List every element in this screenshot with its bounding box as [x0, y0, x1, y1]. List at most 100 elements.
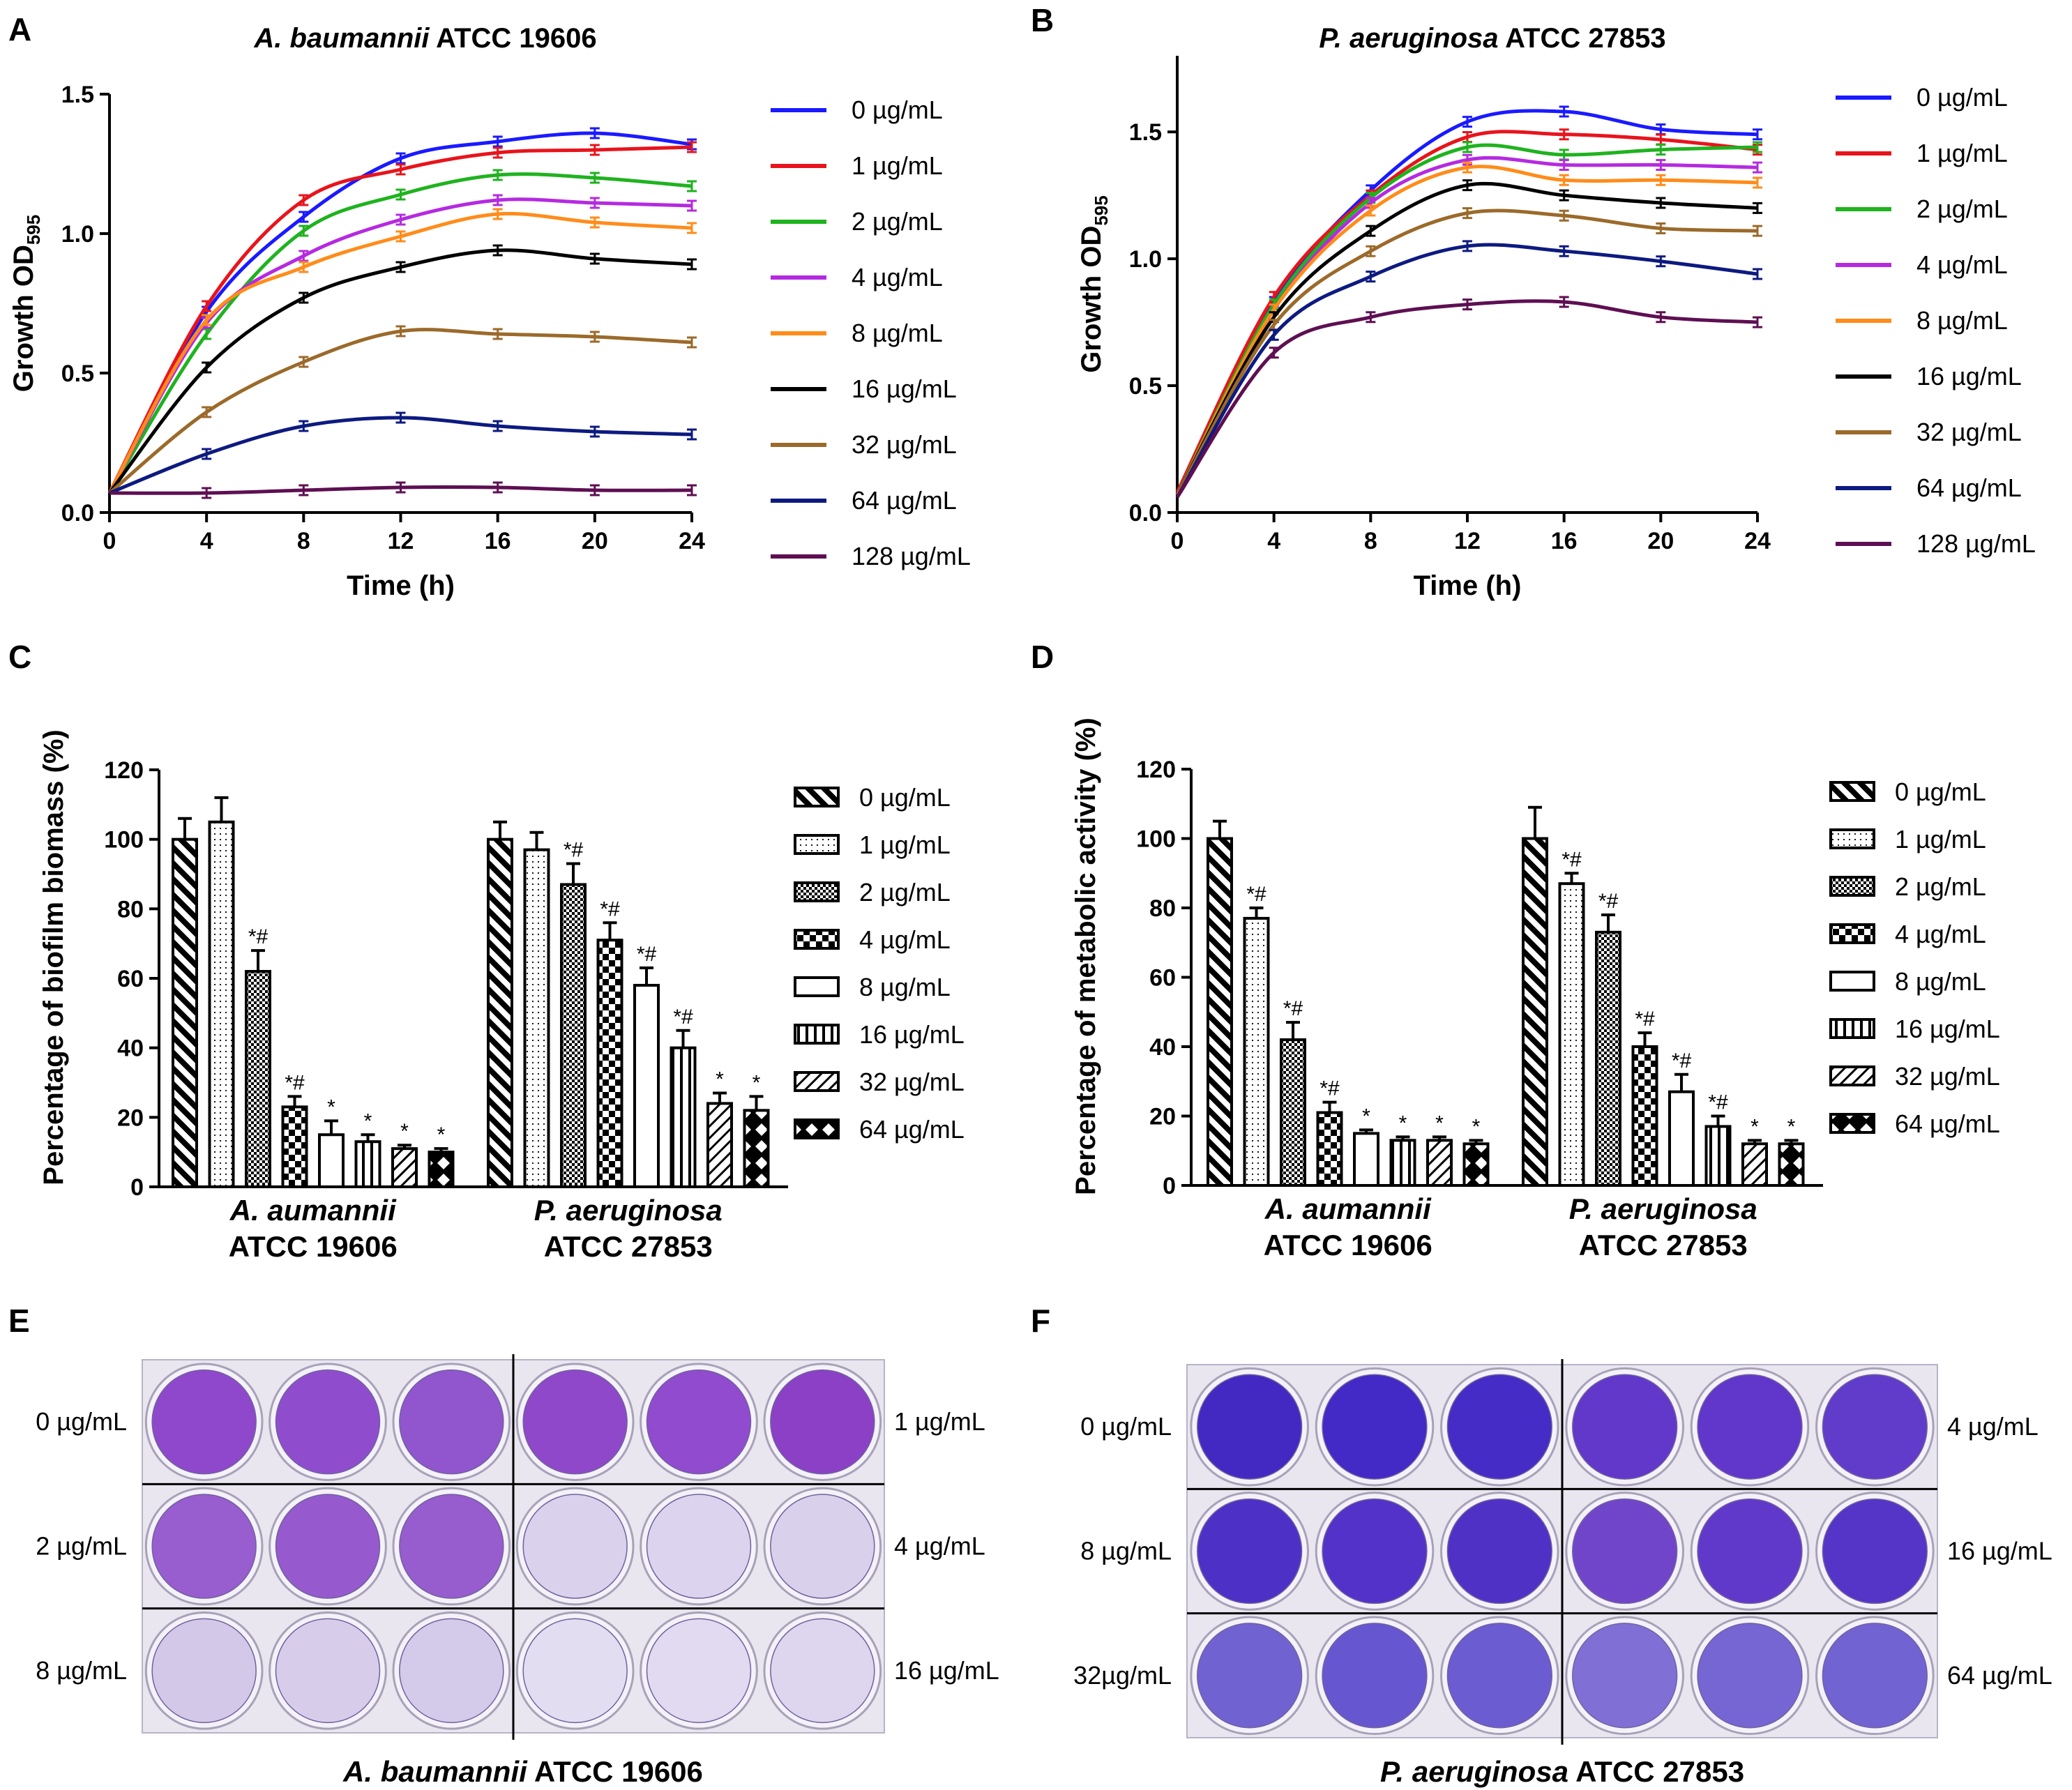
legend-label: 32 µg/mL — [1895, 1062, 2000, 1091]
error-bar — [493, 820, 507, 840]
error-bar — [589, 172, 600, 184]
significance-mark: * — [1399, 1112, 1407, 1135]
legend-label: 16 µg/mL — [852, 374, 957, 403]
significance-mark: *# — [673, 1006, 693, 1029]
significance-mark: *# — [285, 1071, 305, 1094]
well — [522, 1369, 628, 1475]
legend-swatch — [794, 976, 840, 997]
well — [1446, 1374, 1552, 1480]
bar — [391, 1147, 418, 1189]
significance-mark: * — [1787, 1115, 1796, 1138]
series-line-A-1 — [107, 145, 693, 494]
y-axis-title-D: Percentage of metabolic activity (%) — [1071, 718, 1101, 1195]
legend-label: 2 µg/mL — [859, 878, 951, 907]
well — [1572, 1498, 1678, 1605]
significance-mark: *# — [1635, 1008, 1655, 1031]
legend-label: 64 µg/mL — [1916, 473, 2022, 502]
series-line-B-7 — [1175, 243, 1758, 499]
y-tick-label: 60 — [117, 966, 144, 992]
plate-row-label-left: 2 µg/mL — [36, 1532, 127, 1561]
bar — [1558, 882, 1585, 1188]
plate-caption-F: P. aeruginosa ATCC 27853 — [1380, 1755, 1744, 1788]
well — [399, 1494, 504, 1599]
bar — [245, 970, 271, 1188]
error-bar — [202, 314, 212, 326]
x-tick-label: 8 — [1364, 528, 1377, 554]
error-bar — [1753, 128, 1762, 141]
well — [1572, 1374, 1678, 1480]
bar — [1389, 1139, 1416, 1187]
y-tick-label: 40 — [117, 1036, 144, 1062]
legend-label: 2 µg/mL — [1916, 195, 2008, 223]
significance-mark: * — [753, 1071, 761, 1094]
well — [1822, 1623, 1928, 1729]
legend-swatch — [794, 881, 840, 902]
error-bar — [640, 966, 653, 985]
y-tick-label: 1.5 — [61, 82, 94, 108]
panel-letter-B: B — [1031, 2, 1054, 38]
plate-row-label-right: 16 µg/mL — [894, 1656, 999, 1685]
panel-B-title: P. aeruginosa ATCC 27853 — [1319, 23, 1665, 54]
bar — [1426, 1139, 1453, 1187]
error-bar — [589, 252, 600, 265]
error-bar — [395, 163, 406, 176]
error-bar — [1753, 268, 1762, 280]
x-axis-title-A: Time (h) — [347, 570, 455, 601]
panel-letter-D: D — [1031, 639, 1054, 675]
legend-label: 1 µg/mL — [1916, 139, 2008, 167]
legend-swatch — [1829, 1113, 1875, 1134]
error-bar — [713, 1091, 727, 1104]
legend-label: 0 µg/mL — [852, 96, 943, 124]
significance-mark: *# — [600, 897, 620, 920]
panel-letter-C: C — [8, 639, 31, 675]
error-bar — [1753, 225, 1762, 237]
plate-row-label-right: 4 µg/mL — [1947, 1412, 2039, 1441]
bar — [596, 939, 623, 1189]
legend-label: 16 µg/mL — [1895, 1015, 2000, 1043]
legend-swatch — [1829, 1018, 1875, 1039]
significance-mark: *# — [1708, 1091, 1728, 1114]
bar — [1704, 1125, 1732, 1188]
well — [1697, 1498, 1803, 1605]
bar — [1353, 1132, 1379, 1187]
error-bar — [298, 420, 309, 432]
error-bar — [1528, 805, 1542, 839]
legend-label: 2 µg/mL — [1895, 872, 1986, 901]
plate-row-label-left: 0 µg/mL — [36, 1407, 127, 1436]
error-bar — [529, 830, 544, 850]
bar — [354, 1140, 381, 1189]
significance-mark: *# — [1319, 1077, 1340, 1100]
x-tick-label: 20 — [582, 528, 608, 554]
legend-label: 32 µg/mL — [852, 430, 957, 459]
error-bar — [492, 169, 503, 181]
well — [646, 1494, 752, 1599]
error-bar — [687, 222, 697, 234]
error-bar — [1559, 209, 1569, 222]
error-bar — [298, 261, 309, 273]
well — [399, 1618, 504, 1724]
well — [275, 1618, 381, 1724]
error-bar — [202, 406, 212, 418]
error-bar — [298, 291, 309, 304]
group-label-line2: ATCC 19606 — [229, 1230, 398, 1263]
well — [151, 1494, 257, 1599]
plate-row-label-right: 1 µg/mL — [894, 1407, 985, 1436]
error-bar — [395, 481, 406, 494]
x-tick-label: 8 — [297, 528, 310, 554]
error-bar — [202, 361, 212, 374]
significance-mark: *# — [1561, 848, 1582, 871]
error-bar — [202, 487, 212, 499]
error-bar — [395, 213, 406, 226]
well — [1322, 1498, 1428, 1605]
x-tick-label: 20 — [1647, 528, 1674, 554]
error-bar — [1601, 913, 1615, 932]
error-bar — [687, 428, 697, 441]
bar — [281, 1105, 308, 1188]
error-bar — [1469, 1139, 1483, 1144]
x-tick-label: 24 — [1744, 528, 1771, 554]
series-line-B-1 — [1175, 130, 1758, 493]
error-bar — [1559, 105, 1569, 118]
panel-A-title: A. baumannii ATCC 19606 — [253, 23, 596, 54]
group-label-line2: ATCC 27853 — [544, 1230, 713, 1263]
error-bar — [687, 258, 697, 271]
